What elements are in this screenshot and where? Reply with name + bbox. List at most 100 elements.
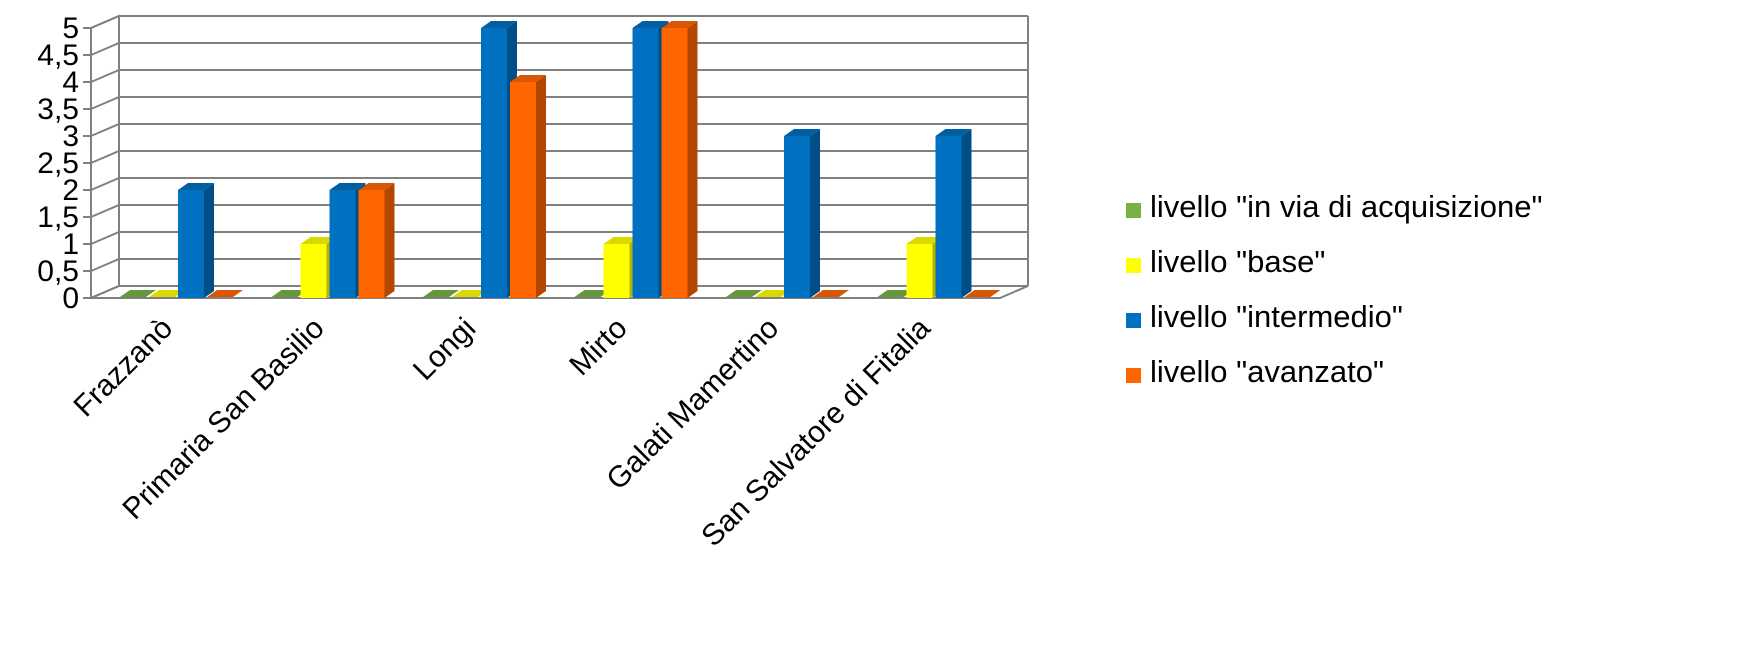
- gridline: [90, 150, 1028, 164]
- legend-entry: livello "base": [1126, 244, 1325, 279]
- legend-entry: livello "avanzato": [1126, 354, 1384, 389]
- legend-entry: livello "in via di acquisizione": [1126, 189, 1542, 224]
- bar-top: [574, 290, 611, 297]
- bar-side: [536, 75, 546, 298]
- bar: [661, 21, 698, 298]
- bar-top: [784, 129, 820, 136]
- bar: [935, 129, 972, 298]
- y-tick-label: 3: [62, 120, 79, 153]
- bar-top: [964, 290, 1001, 297]
- bar-top: [300, 237, 337, 244]
- bar-top: [632, 21, 669, 28]
- bar-top: [661, 21, 698, 28]
- bar-top: [423, 290, 459, 297]
- bar-front: [358, 190, 385, 298]
- bar-front: [661, 28, 688, 298]
- bar: [877, 290, 914, 297]
- bar: [207, 290, 243, 297]
- bar: [271, 290, 308, 297]
- bar: [178, 183, 214, 298]
- legend-entry: livello "intermedio": [1126, 299, 1403, 334]
- legend-swatch: [1126, 368, 1141, 383]
- bar: [574, 290, 611, 297]
- legend-swatch: [1126, 313, 1141, 328]
- bar-front: [603, 244, 630, 298]
- bar-top: [726, 290, 762, 297]
- bar: [510, 75, 546, 298]
- chart-walls: [90, 14, 1029, 300]
- y-tick-label: 0,5: [37, 255, 79, 288]
- gridline: [90, 42, 1028, 56]
- y-tick-label: 5: [62, 12, 79, 45]
- gridline: [90, 285, 1028, 299]
- bar-top: [813, 290, 849, 297]
- bar-front: [300, 244, 327, 298]
- y-tick-label: 1: [62, 228, 79, 261]
- bar-side: [204, 183, 214, 298]
- gridline: [90, 69, 1028, 83]
- bar: [784, 129, 820, 298]
- bar-front: [784, 136, 810, 298]
- bar-top: [358, 183, 395, 190]
- x-category-label: Longi: [407, 312, 482, 387]
- bar-front: [481, 28, 507, 298]
- bar: [120, 290, 156, 297]
- legend-label: livello "avanzato": [1150, 354, 1384, 389]
- gridline: [90, 204, 1028, 218]
- legend-swatch: [1126, 203, 1141, 218]
- y-tick-label: 2: [62, 174, 79, 207]
- bar-front: [632, 28, 659, 298]
- bar-top: [271, 290, 308, 297]
- bar-top: [178, 183, 214, 190]
- y-tick-label: 0: [62, 282, 79, 315]
- bar: [813, 290, 849, 297]
- y-tick-label: 2,5: [37, 147, 79, 180]
- bar-top: [481, 21, 517, 28]
- bar: [423, 290, 459, 297]
- y-axis-ticks: 00,511,522,533,544,55: [37, 12, 79, 315]
- bar-front: [906, 244, 933, 298]
- bar: [149, 290, 185, 297]
- bar-side: [687, 21, 698, 298]
- bar-top: [452, 290, 488, 297]
- y-tick-label: 1,5: [37, 201, 79, 234]
- bar-top: [120, 290, 156, 297]
- x-category-label: Frazzanò: [68, 312, 180, 424]
- bar-front: [178, 190, 204, 298]
- y-tick-label: 4,5: [37, 39, 79, 72]
- bar-top: [329, 183, 366, 190]
- gridline: [90, 96, 1028, 110]
- legend-swatch: [1126, 258, 1141, 273]
- bar-front: [510, 82, 536, 298]
- bar-top: [510, 75, 546, 82]
- bar-side: [810, 129, 820, 298]
- bar: [964, 290, 1001, 297]
- bar-side: [384, 183, 395, 298]
- legend: livello "in via di acquisizione" livello …: [1126, 189, 1542, 389]
- bar-top: [877, 290, 914, 297]
- gridline: [90, 231, 1028, 245]
- legend-label: livello "in via di acquisizione": [1150, 189, 1542, 224]
- gridline: [90, 258, 1028, 272]
- bar-top: [149, 290, 185, 297]
- bar-top: [207, 290, 243, 297]
- bar-top: [906, 237, 943, 244]
- bar: [358, 183, 395, 298]
- bar: [726, 290, 762, 297]
- bars: [120, 21, 1001, 298]
- legend-label: livello "intermedio": [1150, 299, 1403, 334]
- bar-top: [755, 290, 791, 297]
- bar-front: [935, 136, 962, 298]
- bar: [452, 290, 488, 297]
- gridline: [90, 177, 1028, 191]
- gridline: [90, 15, 1028, 29]
- gridline: [90, 123, 1028, 137]
- bar-top: [935, 129, 972, 136]
- bar-side: [961, 129, 972, 298]
- y-tick-label: 4: [62, 66, 79, 99]
- bar-front: [329, 190, 356, 298]
- bar: [755, 290, 791, 297]
- y-tick-label: 3,5: [37, 93, 79, 126]
